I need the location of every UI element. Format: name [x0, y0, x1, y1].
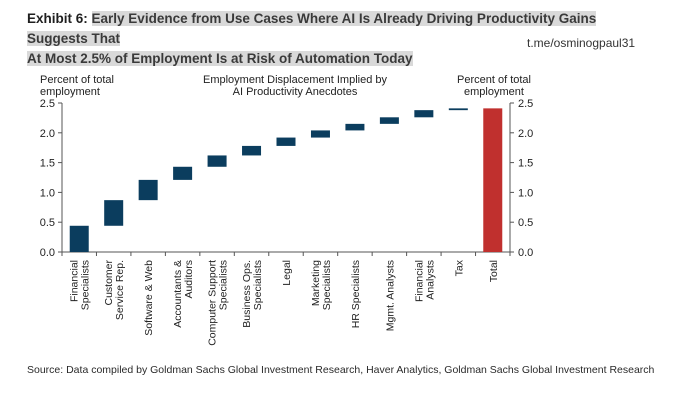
title-line-2: At Most 2.5% of Employment Is at Risk of…	[27, 51, 413, 66]
category-label: Financial Analysts	[413, 260, 436, 302]
category-label-line: Specialists	[218, 260, 230, 310]
category-label: Software & Web	[143, 260, 155, 336]
y-tick-label-left: 1.5	[40, 158, 55, 170]
y-tick-label-right: 2.0	[518, 128, 533, 140]
bar	[448, 108, 468, 111]
category-label: Accountants & Auditors	[172, 260, 195, 328]
y-tick-label-right: 0.5	[518, 217, 533, 229]
waterfall-chart: 0.0 0.0 0.5 0.5 1.0 1.0 1.5 1.5 2.0 2.0 2.5 2.5 Fina…	[40, 98, 534, 346]
category-label-line: Marketing	[310, 260, 322, 306]
source-note: Source: Data compiled by Goldman Sachs G…	[27, 364, 655, 376]
y-tick-label-right: 1.0	[518, 187, 533, 199]
category-label-line: Service Rep.	[114, 260, 126, 320]
bar	[207, 155, 227, 167]
category-label-line: Legal	[281, 260, 293, 286]
category-label: Customer Service Rep.	[103, 260, 126, 321]
category-label: Marketing Specialists	[310, 260, 333, 310]
category-label-line: Software & Web	[143, 260, 155, 336]
right-axis-caption: Percent of total employment	[452, 74, 536, 98]
exhibit-title: Exhibit 6: Early Evidence from Use Cases…	[27, 9, 647, 69]
category-label-line: Auditors	[183, 260, 195, 299]
bar	[379, 117, 399, 124]
watermark-text: t.me/osminogpaul31	[527, 36, 636, 50]
bar	[173, 166, 193, 180]
category-label: Business Ops. Specialists	[241, 260, 264, 328]
category-label: Legal	[281, 260, 293, 286]
y-tick-label-right: 0.0	[518, 247, 533, 259]
y-tick-label-left: 0.5	[40, 217, 55, 229]
y-tick-label-left: 0.0	[40, 247, 55, 259]
y-tick-label-left: 1.0	[40, 187, 55, 199]
bar	[276, 137, 296, 146]
total-bar	[483, 108, 503, 252]
category-label: Tax	[453, 259, 465, 276]
exhibit-label: Exhibit 6:	[27, 11, 88, 26]
bar	[414, 110, 434, 118]
bar	[242, 145, 262, 156]
chart-title: Employment Displacement Implied by AI Pr…	[195, 74, 395, 98]
y-tick-label-left: 2.0	[40, 128, 55, 140]
category-label-line: Business Ops.	[241, 260, 253, 328]
category-label: Computer Support Specialists	[207, 260, 230, 346]
category-label-line: Accountants &	[172, 260, 184, 328]
category-label-line: Computer Support	[207, 260, 219, 346]
bar	[345, 123, 365, 131]
category-label-line: Financial	[413, 260, 425, 302]
category-label: Mgmt. Analysts	[384, 260, 396, 331]
y-tick-label-left: 2.5	[40, 98, 55, 110]
y-tick-label-right: 1.5	[518, 158, 533, 170]
left-axis-caption-line-2: employment	[40, 86, 100, 98]
category-label-line: HR Specialists	[350, 260, 362, 328]
chart-title-line-1: Employment Displacement Implied by	[202, 74, 388, 86]
bar	[138, 179, 158, 201]
category-label-line: Financial	[69, 260, 81, 302]
title-line-1: Early Evidence from Use Cases Where AI I…	[27, 11, 597, 46]
category-label-line: Specialists	[80, 260, 92, 310]
right-axis-caption-line-2: employment	[464, 86, 524, 98]
category-label-line: Mgmt. Analysts	[384, 260, 396, 331]
left-axis-caption: Percent of total employment	[40, 74, 114, 98]
category-label-line: Specialists	[321, 260, 333, 310]
bar	[104, 200, 124, 226]
category-label-line: Analysts	[424, 260, 436, 300]
right-axis-caption-line-1: Percent of total	[457, 74, 531, 86]
category-label: HR Specialists	[350, 260, 362, 328]
category-label-line: Tax	[453, 259, 465, 276]
category-label-line: Customer	[103, 260, 115, 306]
category-label-line: Specialists	[252, 260, 264, 310]
bar	[69, 225, 89, 252]
bar	[310, 130, 330, 138]
category-label: Total	[488, 260, 500, 282]
category-label: Financial Specialists	[69, 260, 92, 310]
left-axis-caption-line-1: Percent of total	[40, 74, 114, 86]
chart-title-line-2: AI Productivity Anecdotes	[232, 86, 358, 98]
y-tick-label-right: 2.5	[518, 98, 533, 110]
category-label-line: Total	[488, 260, 500, 282]
